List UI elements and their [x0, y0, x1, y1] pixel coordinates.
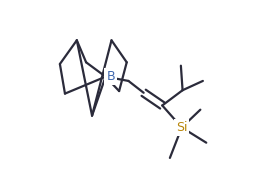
Text: B: B	[106, 70, 115, 83]
Text: Si: Si	[176, 121, 187, 134]
